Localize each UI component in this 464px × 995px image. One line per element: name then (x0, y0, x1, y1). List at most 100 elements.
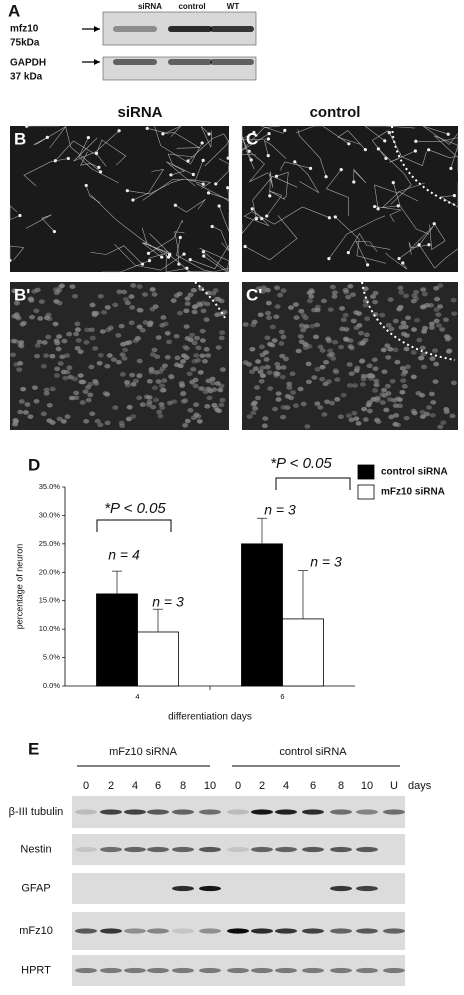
nucleus (379, 313, 385, 318)
soma (147, 252, 150, 255)
soma (427, 243, 430, 246)
soma (327, 257, 330, 260)
nucleus (119, 324, 125, 329)
soma (192, 173, 195, 176)
nucleus (356, 311, 362, 316)
nucleus (364, 316, 370, 321)
band (302, 847, 324, 852)
nucleus (111, 357, 117, 362)
legend-swatch (358, 485, 374, 499)
soma (182, 253, 185, 256)
nucleus (411, 350, 417, 355)
soma (453, 194, 456, 197)
nucleus (219, 299, 225, 304)
soma (373, 205, 376, 208)
nucleus (281, 288, 287, 293)
nucleus (182, 398, 188, 403)
y-tick-label: 20.0% (39, 567, 61, 576)
band (199, 847, 221, 852)
nucleus (420, 414, 426, 419)
nucleus (107, 353, 113, 358)
nucleus (105, 328, 111, 333)
nucleus (301, 402, 307, 407)
band (275, 968, 297, 973)
band (227, 928, 249, 933)
nucleus (266, 315, 272, 320)
band (172, 886, 194, 891)
nucleus (334, 397, 340, 402)
nucleus (293, 302, 299, 307)
column-title: siRNA (117, 104, 162, 121)
soma (267, 137, 270, 140)
nucleus (73, 391, 79, 396)
soma (267, 132, 270, 135)
nucleus (174, 334, 180, 339)
nucleus (74, 322, 80, 327)
nucleus (61, 339, 67, 344)
nucleus (46, 418, 52, 423)
bar (283, 619, 324, 686)
soma (347, 251, 350, 254)
nucleus (434, 297, 440, 302)
nucleus (430, 413, 436, 418)
nucleus (137, 325, 143, 330)
nucleus (401, 332, 407, 337)
nucleus (66, 332, 72, 337)
nucleus (385, 391, 391, 396)
nucleus (450, 414, 456, 419)
nucleus (272, 338, 278, 343)
nucleus (367, 364, 373, 369)
nucleus (185, 301, 191, 306)
nucleus (432, 348, 438, 353)
nucleus (270, 325, 276, 330)
nucleus (92, 346, 98, 351)
nucleus (185, 419, 191, 424)
nucleus (265, 311, 271, 316)
legend-swatch (358, 465, 374, 479)
nucleus (23, 410, 29, 415)
nucleus (405, 315, 411, 320)
nucleus (313, 335, 319, 340)
band (330, 886, 352, 891)
nucleus (328, 307, 334, 312)
band (275, 847, 297, 852)
band (75, 809, 97, 814)
nucleus (160, 315, 166, 320)
panel-letter: C' (246, 285, 262, 304)
nucleus (137, 359, 143, 364)
band (100, 928, 122, 933)
y-tick-label: 15.0% (39, 596, 61, 605)
nucleus (119, 423, 125, 428)
nucleus (136, 396, 142, 401)
soma (226, 186, 229, 189)
nucleus (363, 338, 369, 343)
x-axis-label: differentiation days (168, 712, 252, 723)
nucleus (54, 373, 60, 378)
nucleus (125, 383, 131, 388)
nucleus (420, 305, 426, 310)
nucleus (367, 409, 373, 414)
nucleus (402, 384, 408, 389)
soma (126, 189, 129, 192)
nucleus (293, 315, 299, 320)
nucleus (357, 341, 363, 346)
nucleus (75, 327, 81, 332)
annotation: n = 3 (152, 594, 184, 610)
nucleus (278, 341, 284, 346)
band (251, 809, 273, 814)
band (383, 928, 405, 933)
nucleus (394, 360, 400, 365)
soma (293, 160, 296, 163)
row-label: GFAP (21, 882, 50, 894)
nucleus (298, 309, 304, 314)
nucleus (360, 382, 366, 387)
nucleus (137, 284, 143, 289)
soma (160, 255, 163, 258)
nucleus (327, 353, 333, 358)
nucleus (352, 383, 358, 388)
nucleus (56, 334, 62, 339)
nucleus (80, 400, 86, 405)
nucleus (420, 287, 426, 292)
nucleus (184, 324, 190, 329)
nucleus (156, 410, 162, 415)
